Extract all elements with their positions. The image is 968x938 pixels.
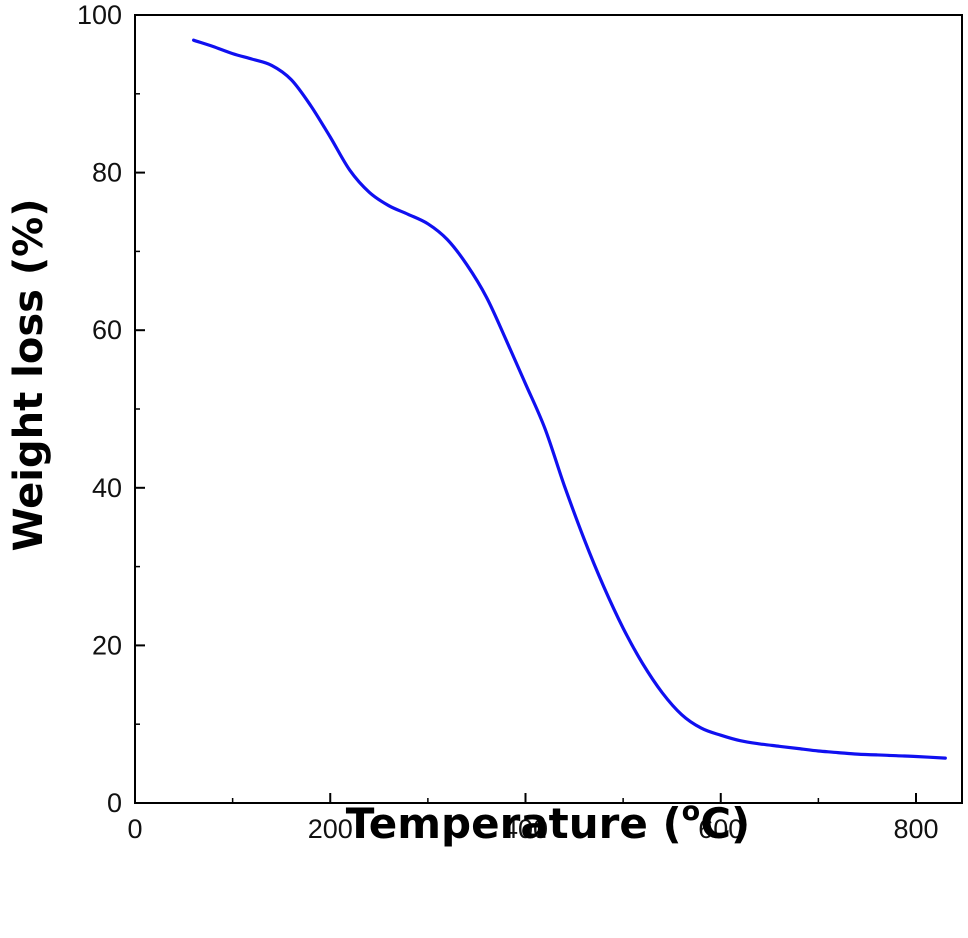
major-ticks: [134, 14, 917, 804]
y-tick-labels: 0 20 40 60 80 100: [77, 0, 122, 818]
x-tick-label: 800: [893, 814, 938, 844]
y-tick-label: 0: [107, 788, 122, 818]
x-tick-labels: 0 200 400 600 800: [127, 814, 938, 844]
series-line-tga: [192, 38, 947, 760]
series-layer: [192, 38, 947, 760]
x-tick-label: 0: [127, 814, 142, 844]
x-axis-title: Temperature (oC): [346, 796, 751, 848]
y-tick-label: 80: [92, 158, 122, 188]
y-tick-label: 100: [77, 0, 122, 30]
x-tick-label: 200: [308, 814, 353, 844]
y-tick-label: 40: [92, 473, 122, 503]
x-tick-label: 600: [698, 814, 743, 844]
y-tick-label: 20: [92, 630, 122, 660]
plot-frame: [134, 14, 963, 804]
x-tick-label: 400: [503, 814, 548, 844]
y-axis-title: Weight loss (%): [6, 198, 52, 551]
minor-ticks: [135, 93, 820, 803]
y-tick-label: 60: [92, 315, 122, 345]
